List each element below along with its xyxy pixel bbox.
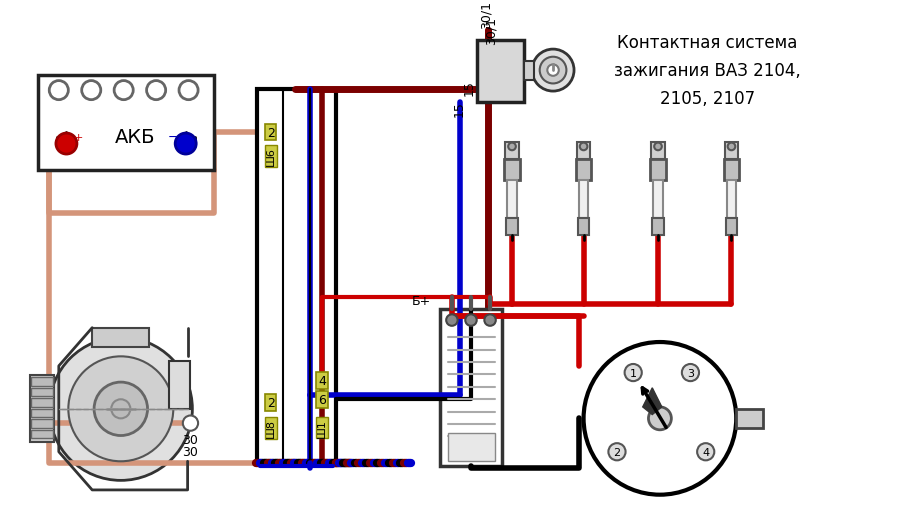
Text: 1: 1 [630, 368, 636, 378]
Circle shape [68, 357, 174, 461]
Bar [508, 181, 517, 218]
Bar [652, 143, 665, 159]
Circle shape [508, 144, 516, 151]
Circle shape [114, 81, 133, 100]
Bar [32, 378, 53, 386]
Circle shape [484, 315, 496, 326]
Bar [724, 143, 738, 159]
Bar [725, 218, 737, 236]
Bar [504, 159, 519, 181]
Circle shape [682, 364, 699, 381]
Text: 6: 6 [319, 393, 326, 406]
Bar [38, 76, 214, 171]
Circle shape [625, 364, 642, 381]
Bar [168, 361, 190, 409]
Bar [652, 218, 663, 236]
Text: 2: 2 [614, 447, 620, 457]
Circle shape [179, 81, 198, 100]
Circle shape [547, 65, 559, 77]
Bar [448, 433, 495, 461]
Circle shape [94, 382, 148, 436]
Bar [92, 328, 149, 347]
Circle shape [698, 443, 715, 461]
Text: +: + [74, 133, 84, 143]
Circle shape [580, 144, 588, 151]
Bar [651, 159, 666, 181]
Circle shape [540, 58, 566, 84]
Bar [576, 159, 591, 181]
Bar [257, 90, 336, 461]
Bar [32, 388, 53, 397]
Bar [525, 62, 534, 80]
Text: Б+: Б+ [411, 295, 431, 308]
Polygon shape [643, 388, 662, 415]
Circle shape [50, 337, 193, 480]
Bar [32, 409, 53, 417]
Text: 4: 4 [702, 447, 709, 457]
Text: −: − [168, 131, 178, 144]
Bar [32, 399, 53, 407]
Circle shape [583, 343, 736, 495]
Text: Ш8: Ш8 [266, 418, 275, 438]
Bar [32, 419, 53, 428]
Circle shape [728, 144, 735, 151]
Circle shape [147, 81, 166, 100]
Circle shape [183, 416, 198, 431]
Circle shape [176, 134, 196, 155]
Circle shape [446, 315, 457, 326]
Bar [577, 143, 590, 159]
Circle shape [112, 400, 130, 418]
Bar [440, 309, 502, 466]
Circle shape [654, 144, 662, 151]
Bar [505, 143, 518, 159]
Bar [579, 181, 589, 218]
Bar [31, 376, 54, 442]
Bar [32, 430, 53, 439]
Text: Ш1: Ш1 [317, 418, 327, 437]
Text: 2: 2 [266, 126, 274, 139]
Text: 15: 15 [463, 80, 475, 96]
Circle shape [465, 315, 477, 326]
Text: 4: 4 [319, 374, 326, 387]
Circle shape [50, 81, 68, 100]
Circle shape [608, 443, 626, 461]
Text: 30: 30 [183, 445, 198, 458]
Bar [578, 218, 590, 236]
Bar [736, 409, 763, 428]
Bar [477, 41, 525, 102]
Text: 30/1: 30/1 [484, 17, 498, 45]
Bar [507, 218, 517, 236]
Text: 15: 15 [453, 101, 466, 117]
Text: 3: 3 [687, 368, 694, 378]
Circle shape [649, 407, 671, 430]
Bar [653, 181, 662, 218]
Text: 30/1: 30/1 [480, 1, 493, 29]
Bar [724, 159, 739, 181]
Text: АКБ: АКБ [115, 128, 156, 147]
Text: Ш6: Ш6 [266, 147, 275, 166]
Text: 30: 30 [183, 433, 198, 446]
Circle shape [82, 81, 101, 100]
Bar [726, 181, 736, 218]
Circle shape [56, 134, 76, 155]
Circle shape [532, 50, 574, 92]
Text: 2: 2 [266, 396, 274, 409]
Text: Контактная система
зажигания ВАЗ 2104,
2105, 2107: Контактная система зажигания ВАЗ 2104, 2… [614, 34, 801, 108]
